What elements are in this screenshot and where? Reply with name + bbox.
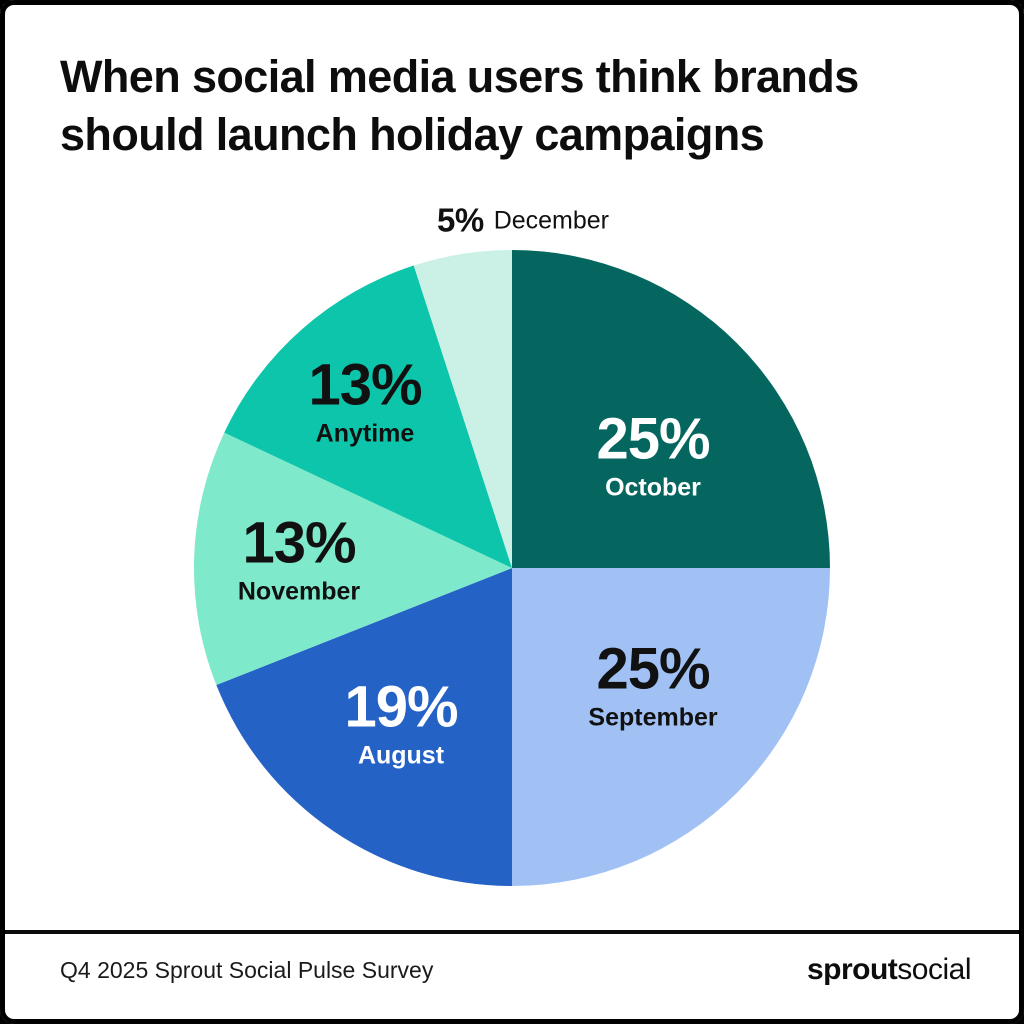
slice-label-november: 13% November (238, 514, 360, 606)
slice-category-label: December (493, 206, 610, 235)
slice-percent-value: 25% (596, 406, 710, 472)
logo-sprout: sprout (806, 953, 898, 986)
pie-slice-november (193, 432, 512, 686)
footer-divider (0, 930, 1024, 934)
slice-percent-value: 13% (242, 510, 356, 576)
pie-slice-anytime (224, 265, 512, 568)
slice-percent-value: 5% (436, 201, 484, 239)
slice-category-label: November (237, 577, 361, 606)
slice-percent-value: 25% (596, 636, 710, 702)
source-text: Q4 2025 Sprout Social Pulse Survey (60, 957, 434, 983)
pie-slice-december (413, 250, 512, 568)
logo-social: social (897, 953, 971, 986)
slice-category-label: Anytime (315, 419, 415, 448)
slice-percent-value: 13% (308, 352, 422, 418)
slice-category-label: October (605, 473, 701, 502)
slice-label-december: 5% December (437, 204, 609, 237)
slice-label-august: 19% August (344, 674, 458, 770)
sprout-social-logo: sproutsocial (806, 953, 972, 987)
slice-category-label: September (588, 703, 718, 732)
slice-label-september: 25% September (588, 640, 717, 732)
pie-slice-september (512, 568, 830, 886)
slice-label-anytime: 13% Anytime (308, 352, 422, 448)
slice-label-october: 25% October (596, 406, 710, 502)
page-title: When social media users think brands sho… (60, 51, 859, 160)
pie-slice-october (512, 250, 830, 568)
pie-slice-august (216, 568, 512, 886)
slice-category-label: August (357, 741, 445, 770)
slice-percent-value: 19% (344, 674, 458, 740)
